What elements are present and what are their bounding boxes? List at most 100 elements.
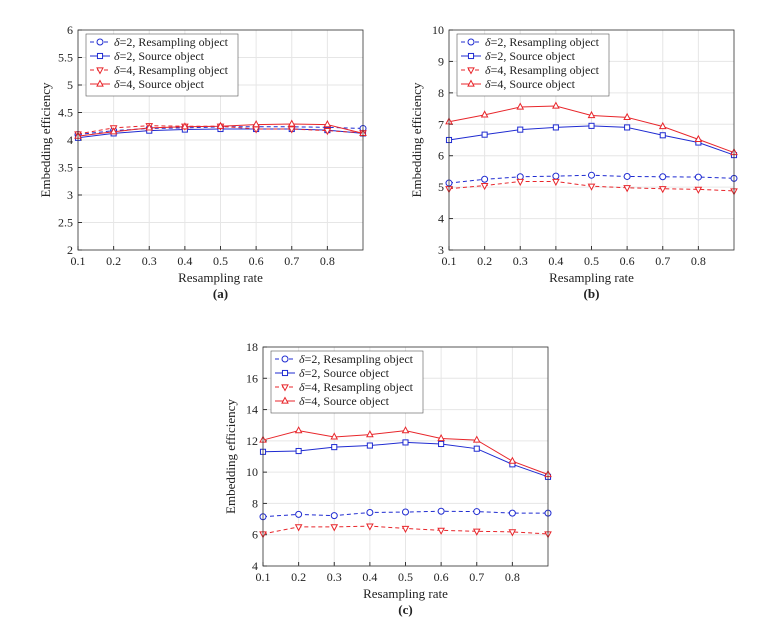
axes-box (448, 29, 735, 251)
y-tick-label: 4 (438, 212, 444, 226)
data-point (287, 119, 296, 127)
data-point (694, 173, 702, 181)
y-tick-label: 2 (67, 243, 73, 257)
y-axis-label: Embedding efficiency (409, 82, 424, 197)
data-point (508, 456, 517, 464)
legend-text: =4, Source object (491, 77, 576, 91)
data-point (552, 124, 559, 131)
x-tick-label: 0.4 (362, 570, 377, 584)
legend-marker (467, 67, 475, 75)
x-tick-label: 0.3 (142, 254, 157, 268)
y-tick-label: 8 (252, 496, 258, 510)
legend-marker (467, 52, 475, 60)
data-point (623, 185, 631, 193)
y-tick-label: 10 (246, 465, 258, 479)
data-point (517, 126, 524, 133)
legend-text: =4, Source object (120, 77, 205, 91)
data-point (216, 121, 225, 129)
data-point (552, 101, 560, 109)
legend-symbol: δ (114, 77, 120, 91)
data-point (401, 525, 410, 534)
data-point (481, 175, 489, 183)
data-point (480, 110, 489, 118)
data-point (623, 112, 631, 120)
x-axis-label: Resampling rate (549, 270, 634, 285)
data-point (330, 512, 338, 520)
data-point (659, 173, 667, 181)
legend-entry: δ=4, Resampling object (299, 380, 414, 394)
x-tick-label: 0.8 (505, 570, 520, 584)
legend-box (85, 33, 239, 97)
data-point (401, 426, 410, 434)
data-point (587, 110, 596, 119)
y-tick-label: 16 (246, 371, 258, 385)
data-point (330, 524, 339, 532)
legend-box (270, 350, 424, 414)
data-point (366, 523, 374, 531)
y-axis-label: Embedding efficiency (223, 399, 238, 514)
y-tick-label: 3 (67, 188, 73, 202)
y-tick-label: 6 (252, 528, 258, 542)
x-tick-label: 0.3 (513, 254, 528, 268)
data-point (323, 128, 332, 136)
chart-panel-a: 0.1 0.2 0.3 0.4 0.5 0.6 0.7 0.8 2 2.5 3 3.5 4 4.5 5 5.5… (38, 23, 367, 301)
legend-entry: δ=2, Resampling object (114, 35, 229, 49)
legend-entry: δ=4, Source object (485, 77, 576, 91)
legend-symbol: δ (485, 49, 491, 63)
legend-symbol: δ (299, 366, 305, 380)
x-tick-label: 0.2 (291, 570, 306, 584)
data-point (109, 127, 118, 135)
legend-marker (96, 67, 104, 75)
legend-text: =2, Resampling object (491, 35, 600, 49)
data-point (330, 432, 339, 440)
data-point (437, 433, 445, 442)
legend-text: =2, Source object (120, 49, 205, 63)
legend-entry: δ=2, Source object (114, 49, 205, 63)
legend-text: =4, Resampling object (305, 380, 414, 394)
data-point (588, 171, 595, 179)
data-point (331, 444, 338, 451)
data-point (694, 134, 703, 142)
y-tick-label: 6 (438, 149, 444, 163)
legend-symbol: δ (485, 63, 491, 77)
data-point (252, 120, 260, 128)
legend-entry: δ=4, Resampling object (114, 63, 229, 77)
data-point (658, 186, 667, 194)
legend-text: =2, Resampling object (120, 35, 229, 49)
data-point (552, 178, 560, 187)
data-point (552, 172, 560, 180)
legend-entry: δ=4, Source object (299, 394, 390, 408)
legend-entry: δ=2, Source object (299, 366, 390, 380)
y-tick-label: 3.5 (58, 161, 73, 175)
legend-marker (96, 38, 104, 46)
x-tick-label: 0.4 (548, 254, 563, 268)
legend-text: =4, Resampling object (120, 63, 229, 77)
data-point (508, 529, 517, 537)
legend-entry: δ=2, Source object (485, 49, 576, 63)
y-tick-label: 14 (246, 403, 258, 417)
y-tick-label: 5.5 (58, 51, 73, 65)
figure-caption: (b) (584, 286, 600, 301)
data-point (516, 102, 525, 110)
data-point (294, 524, 303, 532)
legend-marker (96, 79, 104, 87)
legend-box (456, 33, 610, 97)
data-point (294, 426, 303, 434)
legend-symbol: δ (114, 49, 120, 63)
legend-symbol: δ (114, 63, 120, 77)
data-point (587, 183, 596, 191)
legend-entry: δ=2, Resampling object (485, 35, 600, 49)
x-tick-label: 0.5 (213, 254, 228, 268)
y-tick-label: 2.5 (58, 216, 73, 230)
x-tick-label: 0.6 (249, 254, 264, 268)
data-point (287, 126, 296, 134)
data-point (588, 122, 595, 129)
legend-symbol: δ (485, 35, 491, 49)
legend-marker (281, 355, 289, 363)
x-tick-label: 0.5 (398, 570, 413, 584)
data-point (694, 186, 703, 194)
x-tick-label: 0.1 (256, 570, 271, 584)
data-point (472, 528, 481, 536)
data-point (472, 435, 481, 443)
